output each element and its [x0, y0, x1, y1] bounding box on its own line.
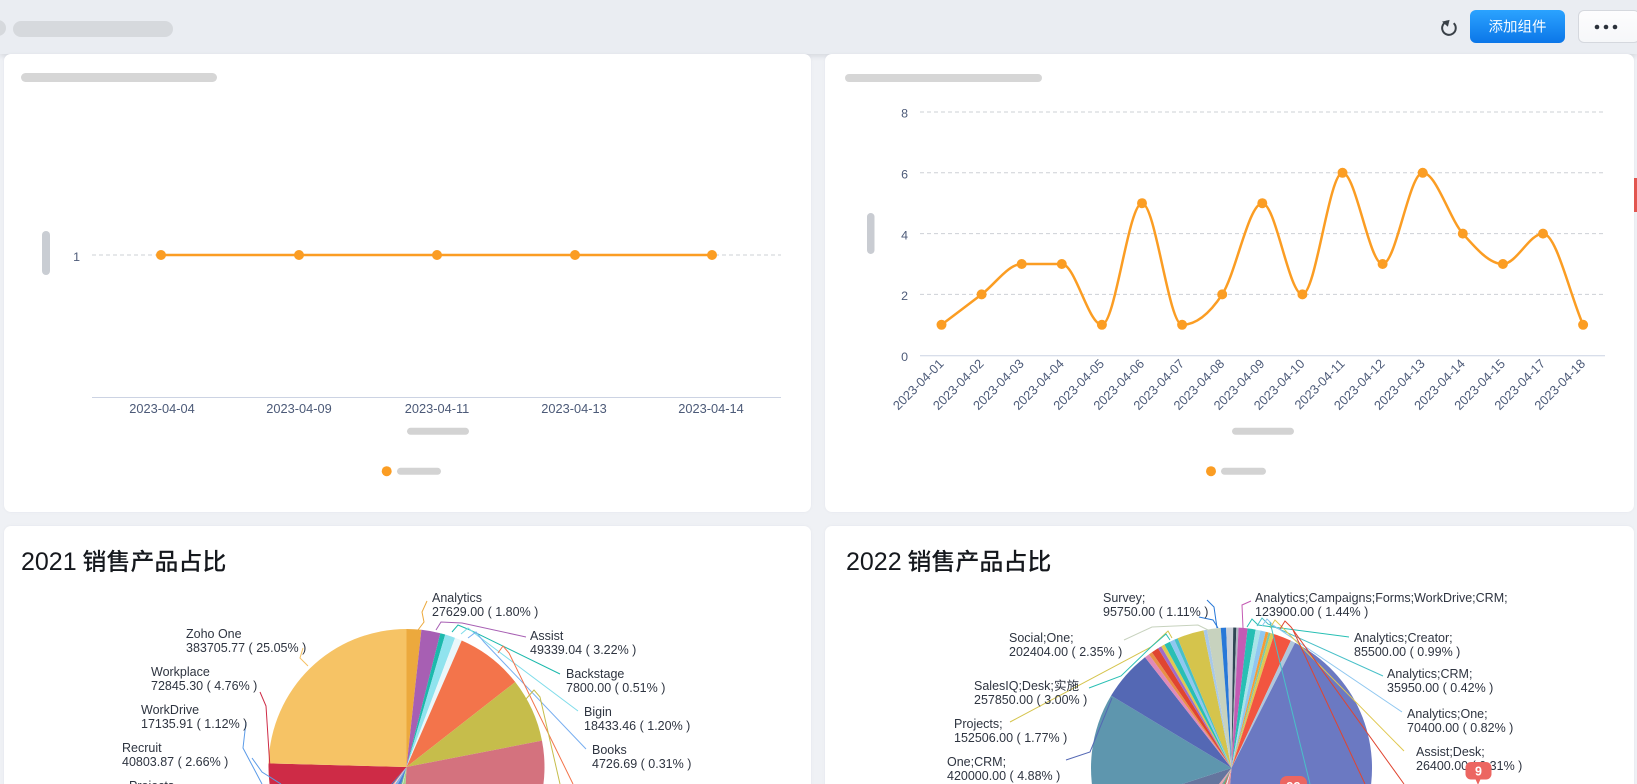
svg-text:202404.00 ( 2.35% ): 202404.00 ( 2.35% )	[1009, 645, 1122, 659]
svg-text:Analytics: Analytics	[432, 591, 482, 605]
svg-text:72845.30 ( 4.76% ): 72845.30 ( 4.76% )	[151, 679, 257, 693]
svg-text:257850.00 ( 3.00% ): 257850.00 ( 3.00% )	[974, 693, 1087, 707]
svg-text:152506.00 ( 1.77% ): 152506.00 ( 1.77% )	[954, 731, 1067, 745]
svg-text:SalesIQ;Desk;: SalesIQ;Desk;	[974, 679, 1054, 693]
svg-text:One;CRM;: One;CRM;	[947, 755, 1006, 769]
svg-text:18433.46 ( 1.20% ): 18433.46 ( 1.20% )	[584, 719, 690, 733]
svg-text:2023-04-11: 2023-04-11	[405, 401, 470, 416]
svg-text:9: 9	[1475, 765, 1482, 779]
svg-text:2: 2	[901, 289, 908, 303]
svg-text:Analytics;CRM;: Analytics;CRM;	[1387, 667, 1472, 681]
svg-text:4726.69 ( 0.31% ): 4726.69 ( 0.31% )	[592, 757, 691, 771]
svg-text:383705.77 ( 25.05% ): 383705.77 ( 25.05% )	[186, 641, 306, 655]
svg-text:Analytics;One;: Analytics;One;	[1407, 707, 1488, 721]
svg-text:2023-04-04: 2023-04-04	[129, 401, 194, 416]
svg-text:Workplace: Workplace	[151, 665, 210, 679]
svg-text:70400.00 ( 0.82% ): 70400.00 ( 0.82% )	[1407, 721, 1513, 735]
svg-text:0: 0	[901, 350, 908, 364]
svg-text:6: 6	[901, 168, 908, 182]
svg-text:Social;One;: Social;One;	[1009, 631, 1074, 645]
svg-text:85500.00 ( 0.99% ): 85500.00 ( 0.99% )	[1354, 645, 1460, 659]
svg-text:Books: Books	[592, 743, 627, 757]
svg-text:Assist: Assist	[530, 629, 564, 643]
svg-text:Analytics;Creator;: Analytics;Creator;	[1354, 631, 1453, 645]
svg-text:WorkDrive: WorkDrive	[141, 703, 199, 717]
svg-text:2023-04-09: 2023-04-09	[266, 401, 331, 416]
svg-text:Backstage: Backstage	[566, 667, 624, 681]
svg-text:4: 4	[901, 228, 908, 242]
svg-text:17135.91 ( 1.12% ): 17135.91 ( 1.12% )	[141, 717, 247, 731]
svg-text:7800.00 ( 0.51% ): 7800.00 ( 0.51% )	[566, 681, 665, 695]
svg-text:35950.00 ( 0.42% ): 35950.00 ( 0.42% )	[1387, 681, 1493, 695]
svg-text:2022: 2022	[846, 548, 902, 576]
svg-text:Bigin: Bigin	[584, 705, 612, 719]
svg-text:Analytics;Campaigns;Forms;Work: Analytics;Campaigns;Forms;WorkDrive;CRM;	[1255, 591, 1508, 605]
svg-text:40803.87 ( 2.66% ): 40803.87 ( 2.66% )	[122, 755, 228, 769]
svg-text:420000.00 ( 4.88% ): 420000.00 ( 4.88% )	[947, 769, 1060, 783]
svg-text:95750.00 ( 1.11% ): 95750.00 ( 1.11% )	[1103, 605, 1208, 619]
svg-text:27629.00 ( 1.80% ): 27629.00 ( 1.80% )	[432, 605, 538, 619]
svg-text:Assist;Desk;: Assist;Desk;	[1416, 745, 1485, 759]
svg-text:123900.00 ( 1.44% ): 123900.00 ( 1.44% )	[1255, 605, 1368, 619]
svg-text:2023-04-14: 2023-04-14	[678, 401, 743, 416]
svg-text:49339.04 ( 3.22% ): 49339.04 ( 3.22% )	[530, 643, 636, 657]
svg-text:Recruit: Recruit	[122, 741, 162, 755]
svg-text:99: 99	[1286, 779, 1300, 784]
svg-text:Zoho One: Zoho One	[186, 627, 242, 641]
svg-text:Survey;: Survey;	[1103, 591, 1145, 605]
svg-text:1: 1	[73, 250, 80, 264]
svg-text:Projects;: Projects;	[954, 717, 1003, 731]
svg-text:2023-04-13: 2023-04-13	[541, 401, 606, 416]
svg-text:2021: 2021	[21, 548, 77, 576]
svg-text:Projects: Projects	[129, 779, 174, 784]
svg-text:8: 8	[901, 107, 908, 121]
